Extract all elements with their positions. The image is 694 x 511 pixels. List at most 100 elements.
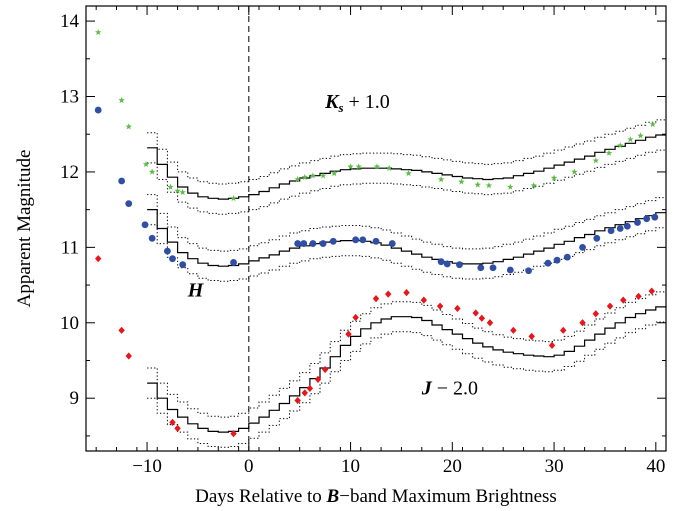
J-point xyxy=(403,289,410,297)
H-point xyxy=(544,259,552,267)
Ks-point xyxy=(355,163,362,170)
template-J-lower xyxy=(147,291,666,418)
Ks-point xyxy=(179,188,186,195)
H-point xyxy=(179,261,187,269)
template-H-lower xyxy=(147,194,667,252)
x-tick-label: −10 xyxy=(132,456,162,477)
template-H-upper xyxy=(147,224,667,282)
Ks-point xyxy=(507,183,514,190)
H-point xyxy=(616,225,624,232)
J-point xyxy=(620,296,627,304)
J-point xyxy=(579,319,586,327)
J-point xyxy=(385,290,392,298)
Ks-point xyxy=(95,29,102,36)
annotation-J: J − 2.0 xyxy=(421,377,478,399)
J-point xyxy=(345,330,352,338)
Ks-point xyxy=(474,181,481,188)
x-tick-label: 40 xyxy=(646,456,665,477)
J-point xyxy=(352,313,359,322)
Ks-point xyxy=(550,174,558,181)
H-point xyxy=(456,261,463,269)
J-point xyxy=(486,319,494,327)
Ks-point xyxy=(373,163,381,170)
J-point xyxy=(95,255,102,263)
annotation-K: Ks + 1.0 xyxy=(324,91,390,115)
template-Ks-lower xyxy=(147,119,666,185)
Ks-point xyxy=(485,182,493,189)
J-point xyxy=(436,302,444,310)
H-point xyxy=(319,240,327,247)
H-point xyxy=(623,222,631,230)
J-point xyxy=(592,310,599,318)
H-point xyxy=(388,240,396,247)
J-point xyxy=(169,418,176,426)
J-point xyxy=(372,295,380,303)
J-point xyxy=(118,326,125,334)
J-point xyxy=(454,304,461,313)
Ks-point xyxy=(627,136,634,143)
H-point xyxy=(553,256,561,264)
H-point xyxy=(164,247,171,255)
Ks-point xyxy=(347,163,354,170)
J-point xyxy=(528,332,535,340)
y-tick-label: 13 xyxy=(60,87,79,108)
Ks-point xyxy=(437,176,445,183)
J-point xyxy=(321,365,329,374)
J-point xyxy=(301,389,308,397)
H-point xyxy=(230,259,237,266)
H-point xyxy=(359,236,367,244)
Ks-point xyxy=(142,161,150,168)
template-J-solid xyxy=(147,306,666,433)
H-point xyxy=(300,240,308,247)
J-point xyxy=(125,352,132,360)
Ks-point xyxy=(530,182,537,189)
H-point xyxy=(525,267,533,275)
Ks-point xyxy=(319,172,327,179)
H-point xyxy=(329,237,337,245)
Ks-point xyxy=(458,178,465,185)
H-point xyxy=(489,264,497,272)
H-point xyxy=(643,215,651,223)
Ks-point xyxy=(230,194,237,202)
annotation-H: H xyxy=(187,279,205,301)
template-curves xyxy=(147,119,667,448)
Ks-point xyxy=(649,121,656,128)
template-Ks-upper xyxy=(147,149,666,215)
H-point xyxy=(563,253,571,261)
Ks-point xyxy=(637,132,644,139)
Ks-point xyxy=(301,173,308,180)
x-tick-label: 10 xyxy=(341,456,360,477)
H-point xyxy=(94,106,102,114)
H-point xyxy=(148,234,156,242)
H-point xyxy=(443,260,451,268)
template-J-upper xyxy=(147,321,666,448)
J-point xyxy=(230,430,237,438)
H-point xyxy=(169,255,176,263)
Ks-point xyxy=(309,172,317,179)
Ks-point xyxy=(617,142,624,149)
Ks-point xyxy=(571,168,578,175)
H-point xyxy=(506,266,514,274)
y-tick-label: 11 xyxy=(61,237,79,258)
J-point xyxy=(420,296,428,304)
H-point xyxy=(477,264,485,272)
Ks-point xyxy=(294,176,301,183)
H-point xyxy=(651,213,659,221)
J-point xyxy=(478,314,486,322)
y-axis-label: Apparent Magnitude xyxy=(14,150,35,308)
H-point xyxy=(309,240,317,247)
J-point xyxy=(306,384,314,392)
Ks-point xyxy=(118,96,125,103)
J-point xyxy=(606,302,614,310)
template-Ks-solid xyxy=(147,134,666,200)
H-point xyxy=(294,240,302,247)
x-tick-label: 0 xyxy=(244,456,254,477)
x-tick-label: 30 xyxy=(545,456,564,477)
H-point xyxy=(141,221,149,229)
J-point xyxy=(548,341,556,350)
x-tick-label: 20 xyxy=(443,456,462,477)
J-point xyxy=(174,424,181,432)
H-point xyxy=(593,234,601,242)
H-point xyxy=(125,200,133,208)
H-point xyxy=(437,258,445,266)
